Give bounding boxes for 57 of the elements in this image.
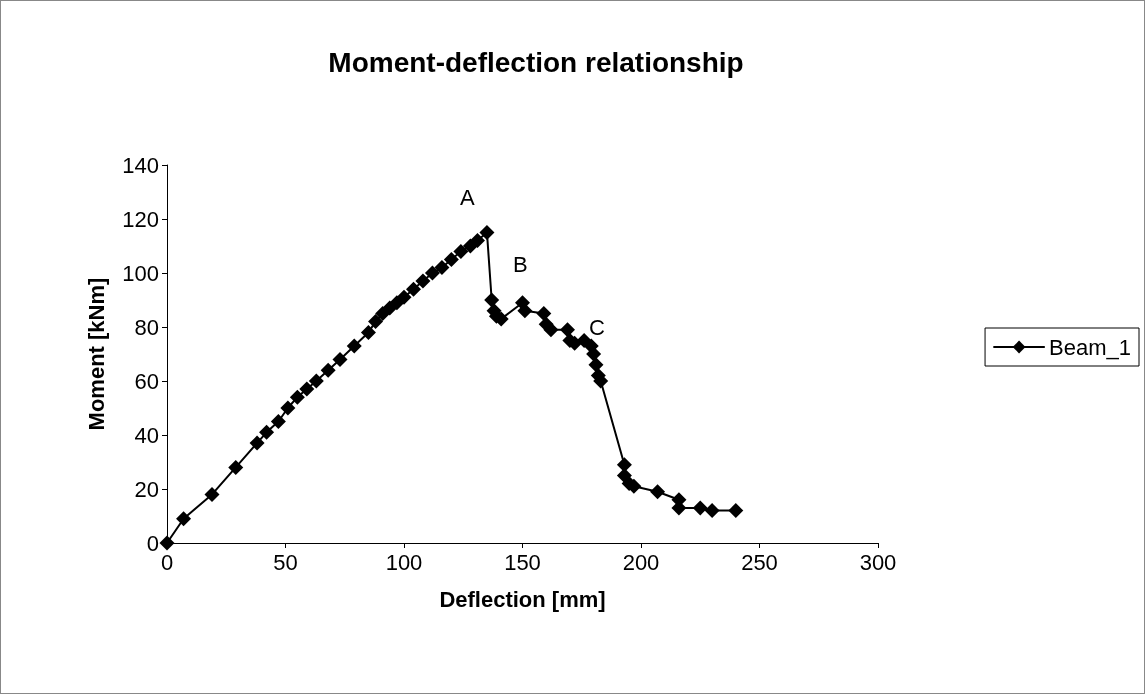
point <box>469 233 485 249</box>
point <box>360 324 376 340</box>
point <box>368 314 384 330</box>
point <box>308 373 324 389</box>
point <box>650 484 666 500</box>
x-axis-title: Deflection [mm] <box>439 586 606 612</box>
point <box>259 424 275 440</box>
point <box>405 281 421 297</box>
point <box>204 486 220 502</box>
x-tick-label: 200 <box>622 549 660 575</box>
point <box>692 500 708 516</box>
point <box>228 459 244 475</box>
point <box>704 503 720 519</box>
y-axis-title: Moment [kNm] <box>83 277 109 431</box>
y-tick-label: 80 <box>134 314 159 340</box>
y-tick-label: 120 <box>122 206 159 232</box>
annotation: B <box>513 251 528 277</box>
point <box>176 511 192 527</box>
x-tick-label: 50 <box>273 549 298 575</box>
point <box>543 322 559 338</box>
point <box>249 435 265 451</box>
x-tick-label: 150 <box>504 549 541 575</box>
x-tick-label: 250 <box>741 549 778 575</box>
annotation: C <box>589 314 605 340</box>
chart-title: Moment-deflection relationship <box>328 46 744 78</box>
point <box>289 389 305 405</box>
point <box>270 414 286 429</box>
point <box>299 381 315 397</box>
point <box>332 351 348 367</box>
y-tick-label: 0 <box>146 530 159 556</box>
y-tick-label: 40 <box>134 422 159 448</box>
y-tick-label: 140 <box>122 152 159 178</box>
x-tick-label: 300 <box>859 549 897 575</box>
legend-label: Beam_1 <box>1049 334 1132 360</box>
point <box>434 260 450 276</box>
point <box>479 225 495 240</box>
x-tick-label: 100 <box>385 549 423 575</box>
y-tick-label: 20 <box>134 476 159 502</box>
point <box>159 535 175 551</box>
point <box>346 338 362 354</box>
y-tick-label: 100 <box>122 260 159 286</box>
point <box>536 306 552 321</box>
point <box>453 243 469 259</box>
point <box>616 457 632 473</box>
annotation: A <box>460 184 475 210</box>
point <box>728 503 744 519</box>
point <box>560 322 576 338</box>
y-tick-label: 60 <box>134 368 159 394</box>
point <box>320 362 336 378</box>
point <box>424 265 440 281</box>
point <box>484 292 500 308</box>
point <box>588 357 604 373</box>
point <box>280 400 296 416</box>
point <box>396 289 412 305</box>
point <box>517 303 533 319</box>
point <box>443 252 459 267</box>
point <box>415 273 431 289</box>
